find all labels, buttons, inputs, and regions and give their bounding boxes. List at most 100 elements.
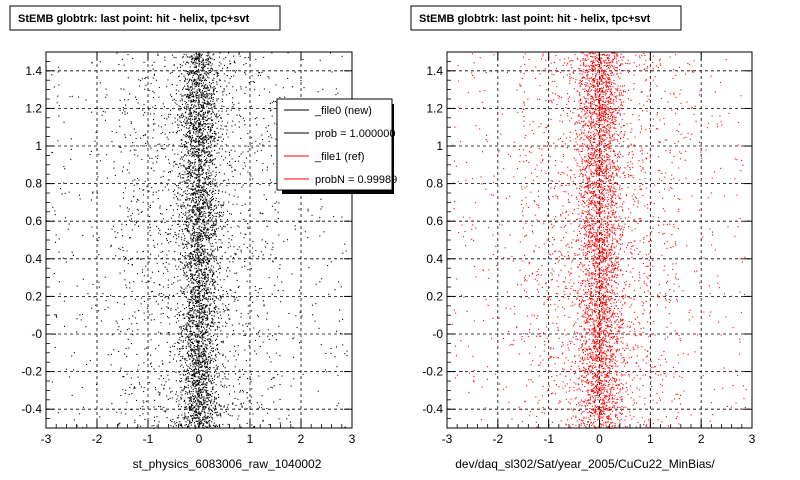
scatter-point: [209, 367, 211, 369]
scatter-point: [202, 76, 204, 78]
scatter-point: [157, 143, 159, 145]
scatter-point: [144, 348, 146, 350]
scatter-point: [188, 192, 190, 194]
scatter-point: [216, 206, 218, 208]
scatter-point: [143, 300, 145, 302]
scatter-point: [196, 383, 198, 385]
scatter-point: [184, 80, 186, 82]
scatter-point: [206, 95, 208, 97]
scatter-point: [212, 361, 214, 363]
scatter-point: [248, 257, 250, 259]
scatter-point: [319, 217, 321, 219]
scatter-point: [207, 184, 209, 186]
scatter-point: [162, 286, 164, 288]
scatter-point: [219, 414, 221, 416]
scatter-point: [190, 258, 192, 260]
scatter-point: [193, 172, 195, 174]
scatter-point: [213, 106, 215, 108]
scatter-point: [206, 137, 208, 139]
scatter-point: [217, 201, 219, 203]
scatter-point: [98, 281, 100, 283]
scatter-point: [191, 277, 193, 279]
scatter-point: [118, 119, 120, 121]
scatter-point: [207, 94, 209, 96]
scatter-point: [197, 260, 199, 262]
scatter-point: [186, 179, 188, 181]
scatter-point: [227, 247, 229, 249]
scatter-point: [177, 184, 179, 186]
scatter-point: [218, 317, 220, 319]
scatter-point: [178, 405, 180, 407]
scatter-point: [202, 203, 204, 205]
scatter-point: [228, 82, 230, 84]
scatter-point: [125, 389, 127, 391]
scatter-point: [213, 215, 215, 217]
scatter-point: [205, 394, 207, 396]
scatter-point: [196, 327, 198, 329]
scatter-point: [209, 161, 211, 163]
scatter-point: [209, 111, 211, 113]
scatter-point: [199, 303, 201, 305]
scatter-point: [171, 283, 173, 285]
scatter-point: [192, 382, 194, 384]
scatter-point: [217, 139, 219, 141]
scatter-point: [211, 383, 213, 385]
scatter-point: [204, 102, 206, 104]
scatter-point: [177, 205, 179, 207]
scatter-point: [187, 397, 189, 399]
scatter-point: [122, 389, 124, 391]
scatter-point: [190, 119, 192, 121]
scatter-point: [202, 137, 204, 139]
scatter-point: [203, 77, 205, 79]
scatter-point: [199, 280, 201, 282]
scatter-point: [219, 214, 221, 216]
scatter-point: [195, 285, 197, 287]
scatter-point: [142, 400, 144, 402]
scatter-point: [181, 73, 183, 75]
scatter-point: [242, 151, 244, 153]
scatter-point: [174, 194, 176, 196]
scatter-point: [282, 87, 284, 89]
scatter-point: [203, 251, 205, 253]
scatter-point: [212, 273, 214, 275]
scatter-point: [190, 396, 192, 398]
scatter-point: [192, 92, 194, 94]
scatter-point: [195, 417, 197, 419]
scatter-point: [228, 164, 230, 166]
scatter-point: [189, 89, 191, 91]
scatter-point: [209, 371, 211, 373]
scatter-point: [197, 271, 199, 273]
scatter-point: [228, 194, 230, 196]
scatter-point: [195, 95, 197, 97]
scatter-point: [172, 345, 174, 347]
scatter-point: [194, 401, 196, 403]
scatter-point: [57, 412, 59, 414]
scatter-point: [191, 135, 193, 137]
scatter-point: [199, 281, 201, 283]
scatter-point: [58, 238, 60, 240]
scatter-point: [180, 129, 182, 131]
scatter-point: [219, 61, 221, 63]
scatter-point: [220, 86, 222, 88]
scatter-point: [176, 130, 178, 132]
scatter-point: [253, 426, 255, 428]
scatter-point: [191, 300, 193, 302]
scatter-point: [164, 65, 166, 67]
scatter-point: [200, 74, 202, 76]
scatter-point: [198, 156, 200, 158]
scatter-point: [136, 199, 138, 201]
scatter-point: [195, 59, 197, 61]
scatter-point: [185, 424, 187, 426]
scatter-point: [194, 116, 196, 118]
scatter-point: [187, 370, 189, 372]
scatter-point: [226, 275, 228, 277]
scatter-point: [196, 192, 198, 194]
scatter-point: [153, 129, 155, 131]
scatter-point: [224, 226, 226, 228]
scatter-point: [195, 200, 197, 202]
scatter-point: [190, 352, 192, 354]
scatter-point: [180, 377, 182, 379]
scatter-point: [182, 114, 184, 116]
scatter-point: [190, 209, 192, 211]
scatter-point: [197, 383, 199, 385]
